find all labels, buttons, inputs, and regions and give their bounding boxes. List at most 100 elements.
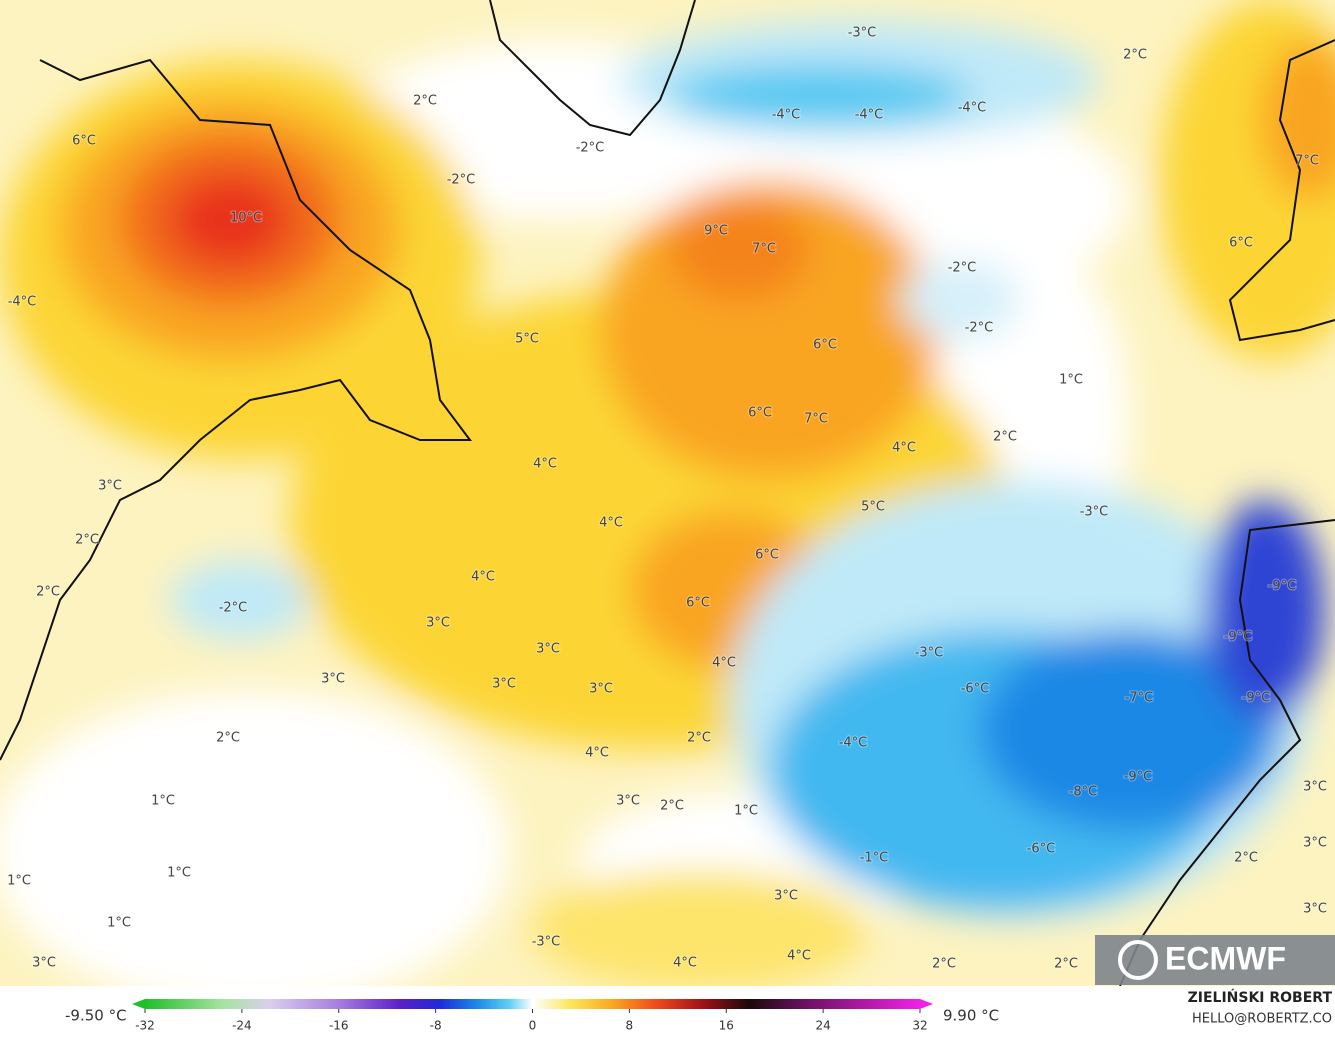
europe-coast xyxy=(1228,39,1335,342)
temperature-label: 1°C xyxy=(1059,373,1083,388)
field-blob xyxy=(900,260,1020,340)
temperature-label: -4°C xyxy=(839,736,868,751)
temperature-label: 2°C xyxy=(36,585,60,600)
temperature-label: -4°C xyxy=(8,295,37,310)
temperature-label: 6°C xyxy=(1229,236,1253,251)
temperature-label: 2°C xyxy=(1123,48,1147,63)
colorbar-ticks: -32 -24 -16 -8 0 8 16 24 32 xyxy=(135,1009,928,1033)
temperature-label: -8°C xyxy=(1069,785,1098,800)
field-blob xyxy=(530,870,870,986)
temperature-label: -3°C xyxy=(848,26,877,41)
iberia-africa-coast xyxy=(1119,519,1335,986)
logo-icon xyxy=(1118,940,1158,980)
colorbar-tick-label: -24 xyxy=(232,1019,252,1033)
field-blob xyxy=(670,65,970,125)
temperature-label: 3°C xyxy=(774,889,798,904)
colorbar-low-arrow xyxy=(132,999,145,1009)
temperature-label: 1°C xyxy=(151,794,175,809)
colorbar-tick-label: 8 xyxy=(626,1019,634,1033)
temperature-label: -6°C xyxy=(961,682,990,697)
colorbar xyxy=(145,999,920,1009)
temperature-label: 3°C xyxy=(321,672,345,687)
temperature-label: -3°C xyxy=(532,935,561,950)
temperature-label: 3°C xyxy=(98,479,122,494)
colorbar-tick-label: 0 xyxy=(529,1019,537,1033)
temperature-label: 3°C xyxy=(426,616,450,631)
temperature-label: 1°C xyxy=(167,866,191,881)
temperature-label: 7°C xyxy=(752,242,776,257)
temperature-label: 6°C xyxy=(686,596,710,611)
temperature-label: 4°C xyxy=(712,656,736,671)
field-blob xyxy=(170,560,310,640)
temperature-label: 3°C xyxy=(589,682,613,697)
credit-contact: HELLO@ROBERTZ.CO xyxy=(1192,1012,1332,1027)
temperature-label: 5°C xyxy=(515,332,539,347)
temperature-label: -2°C xyxy=(948,261,977,276)
temperature-label: -2°C xyxy=(219,601,248,616)
colorbar-high-arrow xyxy=(920,999,933,1009)
temperature-label: -4°C xyxy=(855,108,884,123)
greenland-coast xyxy=(489,0,696,137)
colorbar-min-label: -9.50 °C xyxy=(65,1007,127,1025)
field-blob xyxy=(0,690,510,986)
temperature-label: 6°C xyxy=(755,548,779,563)
temperature-label: 2°C xyxy=(993,430,1017,445)
temperature-label: 3°C xyxy=(1303,902,1327,917)
temperature-label: 2°C xyxy=(1054,957,1078,972)
temperature-label: -6°C xyxy=(1027,842,1056,857)
temperature-label: 5°C xyxy=(861,500,885,515)
temperature-label: 2°C xyxy=(413,94,437,109)
temperature-label: 3°C xyxy=(1303,780,1327,795)
temperature-label: -2°C xyxy=(447,173,476,188)
temperature-label: 2°C xyxy=(660,799,684,814)
temperature-labels: 2°C -3°C 2°C -4°C -4°C -4°C -2°C -2°C 6°C 7°C 10°C… xyxy=(6,25,1328,973)
temperature-label: -2°C xyxy=(965,321,994,336)
colorbar-tick-label: 32 xyxy=(912,1019,927,1033)
temperature-label: 7°C xyxy=(1295,154,1319,169)
temperature-label: -9°C xyxy=(1124,770,1153,785)
temperature-label: 3°C xyxy=(536,642,560,657)
temperature-label: -9°C xyxy=(1224,630,1253,645)
temperature-label: 1°C xyxy=(734,804,758,819)
field-blob xyxy=(1260,40,1335,200)
north-america-coast xyxy=(0,58,472,761)
temperature-label: 2°C xyxy=(1234,851,1258,866)
temperature-label: -9°C xyxy=(1242,691,1271,706)
temperature-label: 1°C xyxy=(107,916,131,931)
temperature-label: 4°C xyxy=(585,746,609,761)
temperature-label: 6°C xyxy=(72,134,96,149)
temperature-label: -7°C xyxy=(1125,691,1154,706)
field-blob xyxy=(980,630,1280,830)
temperature-label: -9°C xyxy=(1268,579,1297,594)
temperature-label: -3°C xyxy=(915,646,944,661)
temperature-label: 4°C xyxy=(673,956,697,971)
temperature-label: -3°C xyxy=(1080,505,1109,520)
temperature-label: -4°C xyxy=(958,101,987,116)
colorbar-tick-label: -32 xyxy=(135,1019,155,1033)
field-blob xyxy=(670,200,810,300)
footer xyxy=(0,986,1335,1035)
temperature-label: 10°C xyxy=(230,211,262,226)
field-blob xyxy=(1205,500,1325,720)
temperature-label: -2°C xyxy=(576,141,605,156)
temperature-field xyxy=(0,0,1335,986)
credit-author: ZIELIŃSKI ROBERT xyxy=(1188,988,1333,1006)
temperature-label: 9°C xyxy=(704,224,728,239)
temperature-label: 2°C xyxy=(75,533,99,548)
temperature-label: 3°C xyxy=(32,956,56,971)
temperature-label: 4°C xyxy=(892,441,916,456)
temperature-label: -4°C xyxy=(772,108,801,123)
colorbar-tick-label: -16 xyxy=(329,1019,349,1033)
field-blob xyxy=(170,175,290,265)
colorbar-max-label: 9.90 °C xyxy=(943,1007,999,1025)
temperature-label: 4°C xyxy=(471,570,495,585)
temperature-label: -1°C xyxy=(860,851,889,866)
temperature-label: 4°C xyxy=(533,457,557,472)
temperature-label: 3°C xyxy=(616,794,640,809)
temperature-label: 6°C xyxy=(748,406,772,421)
temperature-label: 2°C xyxy=(216,731,240,746)
colorbar-tick-label: 24 xyxy=(815,1019,830,1033)
temperature-label: 4°C xyxy=(787,949,811,964)
temperature-label: 6°C xyxy=(813,338,837,353)
temperature-label: 7°C xyxy=(804,412,828,427)
